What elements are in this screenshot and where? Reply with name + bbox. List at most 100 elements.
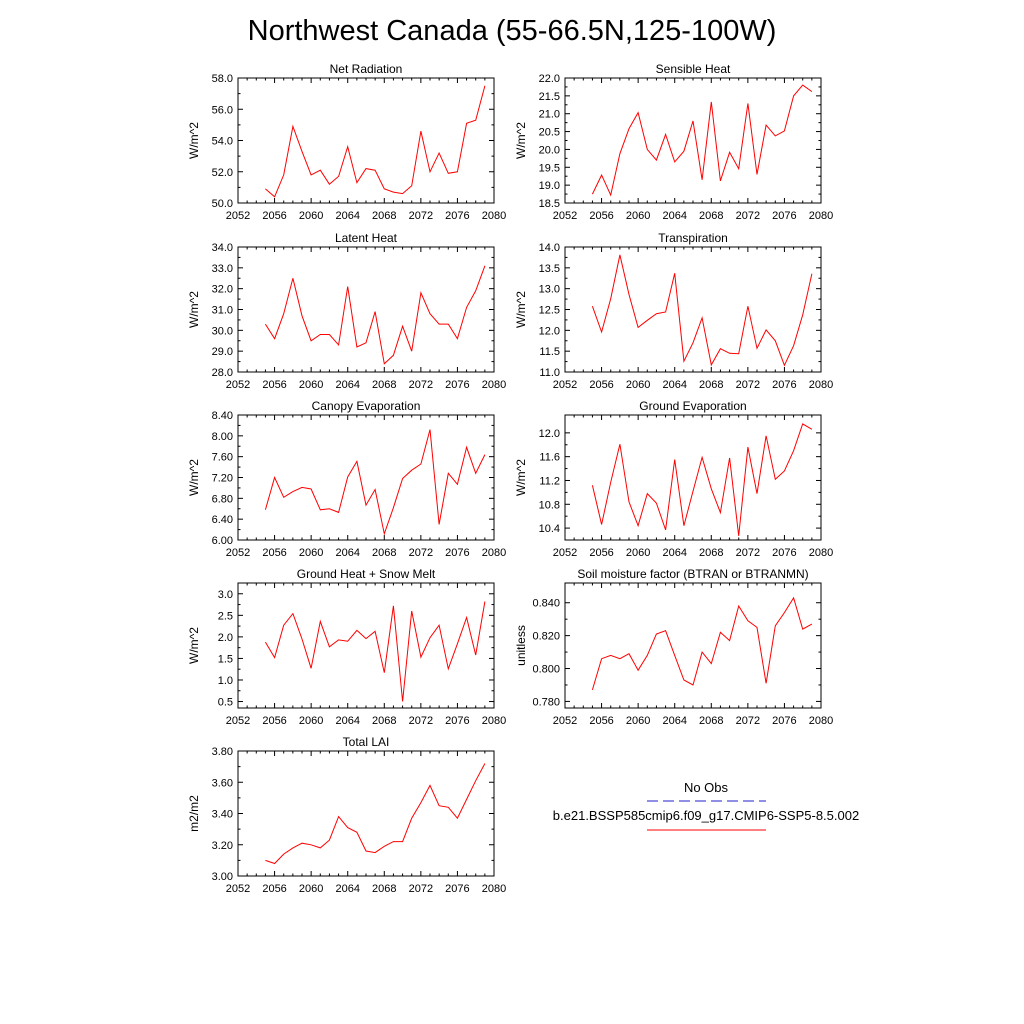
- y-tick-label: 19.0: [539, 180, 560, 192]
- x-tick-label: 2060: [626, 210, 650, 222]
- panel-title: Ground Heat + Snow Melt: [297, 567, 436, 581]
- x-tick-label: 2072: [736, 547, 760, 559]
- y-tick-label: 18.5: [539, 198, 560, 210]
- y-tick-label: 30.0: [212, 325, 233, 337]
- chart-panel: Ground Evaporation W/m^2 2052 2056 2060 2064 2…: [514, 399, 833, 559]
- x-tick-label: 2052: [226, 379, 250, 391]
- x-tick-label: 2060: [299, 715, 323, 727]
- y-tick-label: 0.800: [532, 664, 560, 676]
- x-tick-label: 2052: [553, 547, 577, 559]
- x-tick-label: 2056: [262, 715, 286, 727]
- y-tick-label: 3.0: [218, 589, 233, 601]
- y-tick-label: 54.0: [212, 136, 233, 148]
- x-tick-label: 2076: [772, 547, 796, 559]
- y-tick-label: 3.20: [212, 840, 233, 852]
- chart-panel: Latent Heat W/m^2 2052 2056 2060 2064 2068 2072…: [187, 231, 506, 391]
- chart-panel: Total LAI m2/m2 2052 2056 2060 2064 2068 2072 20…: [187, 735, 506, 895]
- y-tick-label: 28.0: [212, 367, 233, 379]
- x-tick-label: 2064: [662, 210, 686, 222]
- series-line: [591, 254, 813, 367]
- plot-frame: [237, 414, 495, 541]
- figure-title: Northwest Canada (55-66.5N,125-100W): [248, 15, 777, 47]
- x-tick-label: 2060: [299, 210, 323, 222]
- x-tick-label: 2076: [445, 883, 469, 895]
- x-tick-label: 2080: [482, 547, 506, 559]
- x-tick-label: 2056: [589, 715, 613, 727]
- y-tick-label: 21.0: [539, 109, 560, 121]
- x-tick-label: 2072: [736, 210, 760, 222]
- y-tick-label: 7.20: [212, 473, 233, 485]
- panel-title: Latent Heat: [335, 231, 398, 245]
- x-tick-label: 2052: [226, 883, 250, 895]
- chart-panel: Ground Heat + Snow Melt W/m^2 2052 2056 2060…: [187, 567, 506, 727]
- x-tick-label: 2056: [589, 210, 613, 222]
- x-tick-label: 2068: [372, 210, 396, 222]
- x-tick-label: 2080: [482, 883, 506, 895]
- x-tick-label: 2060: [299, 883, 323, 895]
- plot-frame: [564, 246, 822, 373]
- x-tick-label: 2056: [589, 379, 613, 391]
- x-tick-label: 2072: [736, 379, 760, 391]
- y-tick-label: 6.80: [212, 493, 233, 505]
- x-tick-label: 2068: [372, 883, 396, 895]
- series-line: [264, 265, 486, 365]
- x-tick-label: 2080: [482, 715, 506, 727]
- panel-title: Total LAI: [343, 735, 390, 749]
- x-tick-label: 2068: [372, 715, 396, 727]
- y-tick-label: 1.0: [218, 675, 233, 687]
- y-tick-label: 11.5: [539, 346, 560, 358]
- x-tick-label: 2076: [445, 379, 469, 391]
- chart-panel: Soil moisture factor (BTRAN or BTRANMN) u…: [514, 567, 833, 727]
- x-tick-label: 2080: [809, 547, 833, 559]
- y-tick-label: 2.5: [218, 610, 233, 622]
- y-tick-label: 34.0: [212, 242, 233, 254]
- y-tick-label: 10.8: [539, 499, 560, 511]
- y-tick-label: 58.0: [212, 73, 233, 85]
- y-tick-label: 3.60: [212, 777, 233, 789]
- x-tick-label: 2064: [662, 379, 686, 391]
- x-tick-label: 2076: [445, 210, 469, 222]
- x-tick-label: 2056: [262, 547, 286, 559]
- series-line: [591, 596, 813, 691]
- y-axis-label: W/m^2: [514, 459, 528, 496]
- y-tick-label: 0.5: [218, 697, 233, 709]
- y-tick-label: 3.80: [212, 746, 233, 758]
- x-tick-label: 2080: [809, 715, 833, 727]
- x-tick-label: 2064: [335, 883, 359, 895]
- x-tick-label: 2064: [662, 715, 686, 727]
- y-axis-label: W/m^2: [514, 122, 528, 159]
- x-tick-label: 2076: [772, 210, 796, 222]
- y-tick-label: 0.780: [532, 696, 560, 708]
- y-tick-label: 33.0: [212, 263, 233, 275]
- y-axis-label: unitless: [514, 625, 528, 666]
- y-tick-label: 0.840: [532, 598, 560, 610]
- y-tick-label: 19.5: [539, 162, 560, 174]
- panel-title: Ground Evaporation: [639, 399, 746, 413]
- y-tick-label: 6.40: [212, 514, 233, 526]
- x-tick-label: 2064: [335, 715, 359, 727]
- plot-frame: [564, 77, 822, 204]
- y-axis-label: W/m^2: [187, 459, 201, 496]
- x-tick-label: 2080: [809, 379, 833, 391]
- x-tick-label: 2064: [335, 379, 359, 391]
- y-tick-label: 52.0: [212, 167, 233, 179]
- y-tick-label: 12.5: [539, 305, 560, 317]
- y-tick-label: 31.0: [212, 305, 233, 317]
- x-tick-label: 2076: [772, 379, 796, 391]
- panel-title: Transpiration: [658, 231, 728, 245]
- chart-panel: Transpiration W/m^2 2052 2056 2060 2064 2068 20…: [514, 231, 833, 391]
- y-tick-label: 1.5: [218, 653, 233, 665]
- x-tick-label: 2052: [226, 210, 250, 222]
- y-tick-label: 50.0: [212, 198, 233, 210]
- panel-title: Sensible Heat: [656, 62, 731, 76]
- chart-panel: Canopy Evaporation W/m^2 2052 2056 2060 2064 2…: [187, 399, 506, 559]
- y-tick-label: 11.0: [539, 367, 560, 379]
- x-tick-label: 2056: [262, 379, 286, 391]
- plot-frame: [237, 750, 495, 877]
- series-line: [264, 601, 486, 702]
- x-tick-label: 2072: [409, 210, 433, 222]
- y-tick-label: 12.0: [539, 428, 560, 440]
- x-tick-label: 2068: [699, 715, 723, 727]
- x-tick-label: 2052: [226, 547, 250, 559]
